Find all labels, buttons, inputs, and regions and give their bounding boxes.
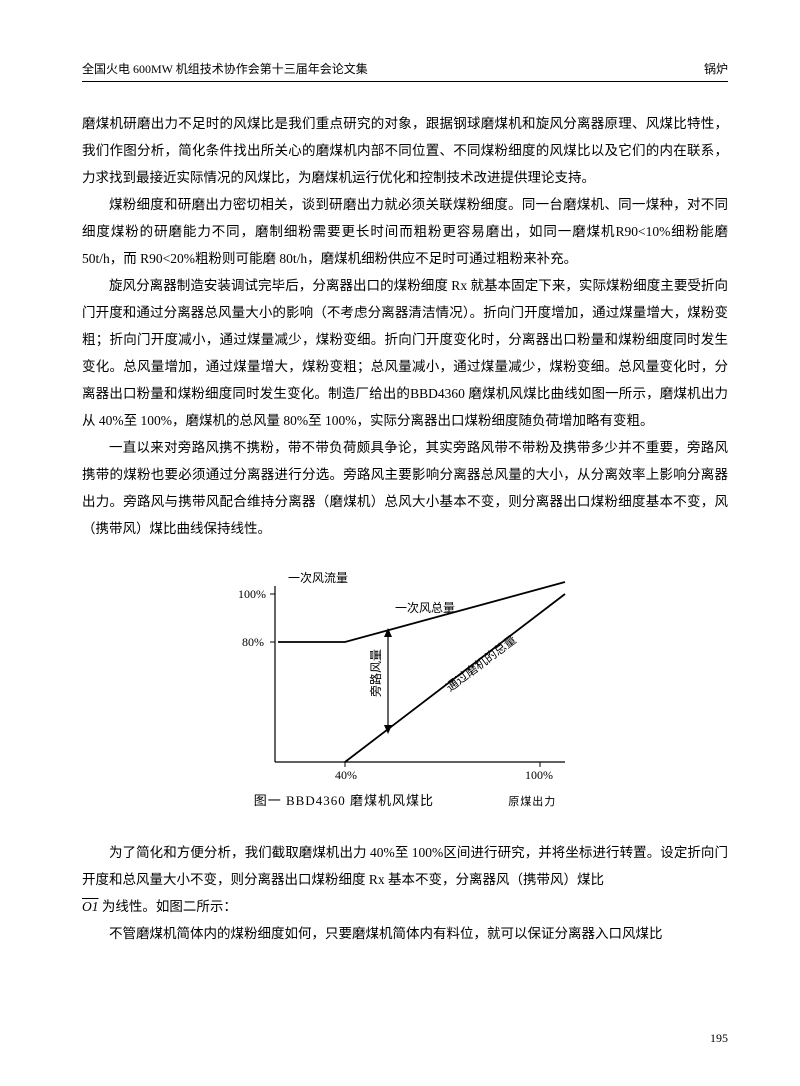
math-symbol-o1: O1 <box>82 899 99 914</box>
paragraph-4: 一直以来对旁路风携不携粉，带不带负荷颇具争论，其实旁路风带不带粉及携带多少并不重… <box>82 434 728 542</box>
caption-extra: 原煤出力 <box>508 796 556 808</box>
x-tick-100: 100% <box>525 768 553 782</box>
header-left: 全国火电 600MW 机组技术协作会第十三届年会论文集 <box>82 60 368 77</box>
x-tick-40: 40% <box>335 768 357 782</box>
label-through-mill: 通过磨机的总量 <box>443 632 519 695</box>
caption-main: 图一 BBD4360 磨煤机风煤比 <box>254 793 434 808</box>
label-total-air: 一次风总量 <box>395 601 455 615</box>
paragraph-3: 旋风分离器制造安装调试完毕后，分离器出口的煤粉细度 Rx 就基本固定下来，实际煤… <box>82 272 728 434</box>
paragraph-1: 磨煤机研磨出力不足时的风煤比是我们重点研究的对象，跟据钢球磨煤机和旋风分离器原理… <box>82 110 728 191</box>
page-header: 全国火电 600MW 机组技术协作会第十三届年会论文集 锅炉 <box>82 60 728 82</box>
paragraph-5a: 为了简化和方便分析，我们截取磨煤机出力 40%至 100%区间进行研究，并将坐标… <box>82 839 728 893</box>
y-axis-title: 一次风流量 <box>288 571 348 585</box>
paragraph-2: 煤粉细度和研磨出力密切相关，谈到研磨出力就必须关联煤粉细度。同一台磨煤机、同一煤… <box>82 191 728 272</box>
paragraph-5b-text: 为线性。如图二所示： <box>102 899 237 914</box>
paragraph-5b: O1 为线性。如图二所示： <box>82 893 728 920</box>
bypass-arrow-down <box>384 725 392 734</box>
paragraph-6: 不管磨煤机简体内的煤粉细度如何，只要磨煤机简体内有料位，就可以保证分离器入口风煤… <box>82 920 728 947</box>
chart-svg: 一次风流量 100% 80% 40% 100% 一次风总量 通过磨机的总量 旁路… <box>220 552 590 782</box>
figure-caption: 图一 BBD4360 磨煤机风煤比 原煤出力 <box>82 790 728 809</box>
y-tick-80: 80% <box>242 635 264 649</box>
page-number: 195 <box>710 1031 728 1046</box>
label-bypass: 旁路风量 <box>368 649 383 697</box>
chart-area: 一次风流量 100% 80% 40% 100% 一次风总量 通过磨机的总量 旁路… <box>220 552 590 782</box>
header-right: 锅炉 <box>704 60 728 77</box>
y-tick-100: 100% <box>238 587 266 601</box>
